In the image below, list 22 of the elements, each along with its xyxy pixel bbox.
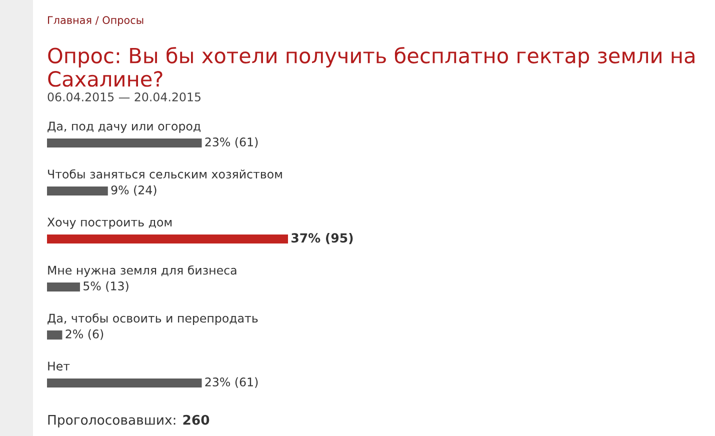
bar: [47, 138, 202, 148]
text: Опрос: Вы бы хотели получить бесплатно гектар земли на Сахалине?: [48, 47, 694, 87]
text: Проголосовавших: 260: [48, 414, 210, 428]
y-tick-label: Чтобы заняться сельским хозяйством: [48, 169, 282, 179]
bar: [47, 378, 202, 388]
data-label: 37% (95): [292, 232, 353, 244]
y-tick-label: Мне нужна земля для бизнеса: [48, 265, 236, 277]
data-label: 9% (24): [111, 185, 156, 196]
bar: [47, 234, 288, 244]
data-label: 5% (13): [84, 281, 128, 292]
y-tick-label: Да, чтобы освоить и перепродать: [48, 313, 258, 325]
bar: [47, 330, 62, 340]
data-label: 2% (6): [66, 329, 104, 340]
data-label: 23% (61): [205, 137, 258, 148]
y-tick-label: Хочу построить дом: [47, 218, 172, 229]
y-tick-label: Да, под дачу или огород: [48, 122, 200, 133]
data-label: 23% (61): [205, 377, 258, 388]
text: Главная / Опросы: [48, 16, 144, 26]
y-tick-label: Нет: [48, 362, 70, 371]
bar: [47, 186, 108, 196]
bar: [47, 282, 80, 292]
chart-subtitle: 06.04.2015 — 20.04.2015: [48, 92, 200, 102]
